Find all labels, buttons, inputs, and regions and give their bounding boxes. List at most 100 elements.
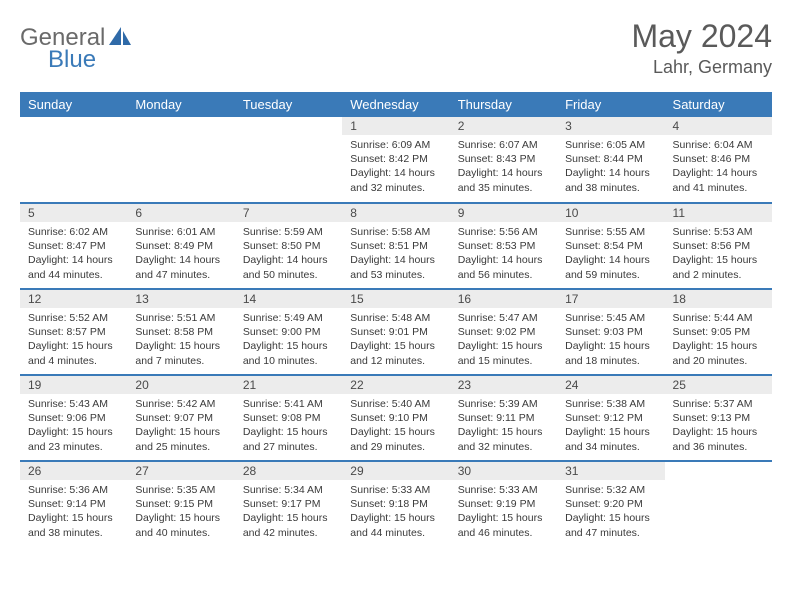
day-number: 29 — [342, 462, 449, 480]
day-details: Sunrise: 5:59 AMSunset: 8:50 PMDaylight:… — [235, 222, 342, 286]
day-details: Sunrise: 5:37 AMSunset: 9:13 PMDaylight:… — [665, 394, 772, 458]
calendar-cell: 15Sunrise: 5:48 AMSunset: 9:01 PMDayligh… — [342, 289, 449, 375]
sail-icon — [107, 25, 133, 52]
sunset-text: Sunset: 9:05 PM — [673, 325, 764, 339]
calendar-cell: 24Sunrise: 5:38 AMSunset: 9:12 PMDayligh… — [557, 375, 664, 461]
daylight-text: Daylight: 14 hours and 32 minutes. — [350, 166, 441, 194]
day-number: 3 — [557, 117, 664, 135]
sunset-text: Sunset: 8:51 PM — [350, 239, 441, 253]
daylight-text: Daylight: 15 hours and 27 minutes. — [243, 425, 334, 453]
sunset-text: Sunset: 8:49 PM — [135, 239, 226, 253]
daylight-text: Daylight: 14 hours and 53 minutes. — [350, 253, 441, 281]
calendar-cell: 17Sunrise: 5:45 AMSunset: 9:03 PMDayligh… — [557, 289, 664, 375]
day-number: 19 — [20, 376, 127, 394]
daylight-text: Daylight: 14 hours and 56 minutes. — [458, 253, 549, 281]
calendar-cell — [20, 117, 127, 203]
sunrise-text: Sunrise: 6:01 AM — [135, 225, 226, 239]
day-number: 27 — [127, 462, 234, 480]
calendar-cell: 5Sunrise: 6:02 AMSunset: 8:47 PMDaylight… — [20, 203, 127, 289]
sunset-text: Sunset: 9:02 PM — [458, 325, 549, 339]
day-number: 23 — [450, 376, 557, 394]
daylight-text: Daylight: 15 hours and 47 minutes. — [565, 511, 656, 539]
calendar-cell: 13Sunrise: 5:51 AMSunset: 8:58 PMDayligh… — [127, 289, 234, 375]
daylight-text: Daylight: 15 hours and 46 minutes. — [458, 511, 549, 539]
sunrise-text: Sunrise: 5:39 AM — [458, 397, 549, 411]
day-details: Sunrise: 5:48 AMSunset: 9:01 PMDaylight:… — [342, 308, 449, 372]
calendar-cell: 29Sunrise: 5:33 AMSunset: 9:18 PMDayligh… — [342, 461, 449, 547]
calendar-cell: 27Sunrise: 5:35 AMSunset: 9:15 PMDayligh… — [127, 461, 234, 547]
day-number: 1 — [342, 117, 449, 135]
daylight-text: Daylight: 15 hours and 12 minutes. — [350, 339, 441, 367]
sunset-text: Sunset: 8:53 PM — [458, 239, 549, 253]
month-title: May 2024 — [631, 18, 772, 55]
day-details: Sunrise: 5:34 AMSunset: 9:17 PMDaylight:… — [235, 480, 342, 544]
sunset-text: Sunset: 9:10 PM — [350, 411, 441, 425]
weekday-header: Wednesday — [342, 92, 449, 117]
sunrise-text: Sunrise: 5:52 AM — [28, 311, 119, 325]
day-number: 11 — [665, 204, 772, 222]
weekday-header: Tuesday — [235, 92, 342, 117]
day-details: Sunrise: 5:58 AMSunset: 8:51 PMDaylight:… — [342, 222, 449, 286]
sunset-text: Sunset: 9:11 PM — [458, 411, 549, 425]
daylight-text: Daylight: 15 hours and 23 minutes. — [28, 425, 119, 453]
day-number: 14 — [235, 290, 342, 308]
daylight-text: Daylight: 15 hours and 7 minutes. — [135, 339, 226, 367]
calendar-cell: 6Sunrise: 6:01 AMSunset: 8:49 PMDaylight… — [127, 203, 234, 289]
daylight-text: Daylight: 14 hours and 41 minutes. — [673, 166, 764, 194]
calendar-cell — [665, 461, 772, 547]
day-details: Sunrise: 5:36 AMSunset: 9:14 PMDaylight:… — [20, 480, 127, 544]
daylight-text: Daylight: 15 hours and 34 minutes. — [565, 425, 656, 453]
calendar-cell: 19Sunrise: 5:43 AMSunset: 9:06 PMDayligh… — [20, 375, 127, 461]
sunrise-text: Sunrise: 6:07 AM — [458, 138, 549, 152]
calendar-body: 1Sunrise: 6:09 AMSunset: 8:42 PMDaylight… — [20, 117, 772, 547]
day-details: Sunrise: 6:04 AMSunset: 8:46 PMDaylight:… — [665, 135, 772, 199]
sunrise-text: Sunrise: 6:04 AM — [673, 138, 764, 152]
sunset-text: Sunset: 9:08 PM — [243, 411, 334, 425]
location: Lahr, Germany — [631, 57, 772, 78]
day-number: 30 — [450, 462, 557, 480]
sunset-text: Sunset: 8:44 PM — [565, 152, 656, 166]
weekday-header: Friday — [557, 92, 664, 117]
sunset-text: Sunset: 8:54 PM — [565, 239, 656, 253]
sunset-text: Sunset: 9:00 PM — [243, 325, 334, 339]
sunrise-text: Sunrise: 6:05 AM — [565, 138, 656, 152]
sunset-text: Sunset: 8:42 PM — [350, 152, 441, 166]
daylight-text: Daylight: 15 hours and 36 minutes. — [673, 425, 764, 453]
sunset-text: Sunset: 8:47 PM — [28, 239, 119, 253]
day-details: Sunrise: 5:38 AMSunset: 9:12 PMDaylight:… — [557, 394, 664, 458]
day-details: Sunrise: 5:51 AMSunset: 8:58 PMDaylight:… — [127, 308, 234, 372]
sunset-text: Sunset: 8:56 PM — [673, 239, 764, 253]
day-number: 4 — [665, 117, 772, 135]
calendar-cell: 9Sunrise: 5:56 AMSunset: 8:53 PMDaylight… — [450, 203, 557, 289]
sunset-text: Sunset: 8:57 PM — [28, 325, 119, 339]
calendar-cell: 26Sunrise: 5:36 AMSunset: 9:14 PMDayligh… — [20, 461, 127, 547]
day-number: 26 — [20, 462, 127, 480]
day-details: Sunrise: 6:02 AMSunset: 8:47 PMDaylight:… — [20, 222, 127, 286]
sunrise-text: Sunrise: 5:51 AM — [135, 311, 226, 325]
daylight-text: Daylight: 15 hours and 20 minutes. — [673, 339, 764, 367]
day-number: 18 — [665, 290, 772, 308]
calendar-cell: 3Sunrise: 6:05 AMSunset: 8:44 PMDaylight… — [557, 117, 664, 203]
calendar-week: 19Sunrise: 5:43 AMSunset: 9:06 PMDayligh… — [20, 375, 772, 461]
day-number: 7 — [235, 204, 342, 222]
daylight-text: Daylight: 15 hours and 10 minutes. — [243, 339, 334, 367]
daylight-text: Daylight: 15 hours and 4 minutes. — [28, 339, 119, 367]
calendar-cell — [235, 117, 342, 203]
day-details: Sunrise: 5:33 AMSunset: 9:18 PMDaylight:… — [342, 480, 449, 544]
calendar-week: 12Sunrise: 5:52 AMSunset: 8:57 PMDayligh… — [20, 289, 772, 375]
day-details: Sunrise: 5:45 AMSunset: 9:03 PMDaylight:… — [557, 308, 664, 372]
calendar-cell: 14Sunrise: 5:49 AMSunset: 9:00 PMDayligh… — [235, 289, 342, 375]
calendar-head: SundayMondayTuesdayWednesdayThursdayFrid… — [20, 92, 772, 117]
day-details: Sunrise: 5:39 AMSunset: 9:11 PMDaylight:… — [450, 394, 557, 458]
title-block: May 2024 Lahr, Germany — [631, 18, 772, 78]
daylight-text: Daylight: 15 hours and 25 minutes. — [135, 425, 226, 453]
sunrise-text: Sunrise: 5:58 AM — [350, 225, 441, 239]
daylight-text: Daylight: 15 hours and 18 minutes. — [565, 339, 656, 367]
daylight-text: Daylight: 14 hours and 44 minutes. — [28, 253, 119, 281]
daylight-text: Daylight: 15 hours and 44 minutes. — [350, 511, 441, 539]
sunset-text: Sunset: 9:07 PM — [135, 411, 226, 425]
sunset-text: Sunset: 9:17 PM — [243, 497, 334, 511]
calendar-week: 5Sunrise: 6:02 AMSunset: 8:47 PMDaylight… — [20, 203, 772, 289]
calendar-cell: 23Sunrise: 5:39 AMSunset: 9:11 PMDayligh… — [450, 375, 557, 461]
day-number: 31 — [557, 462, 664, 480]
